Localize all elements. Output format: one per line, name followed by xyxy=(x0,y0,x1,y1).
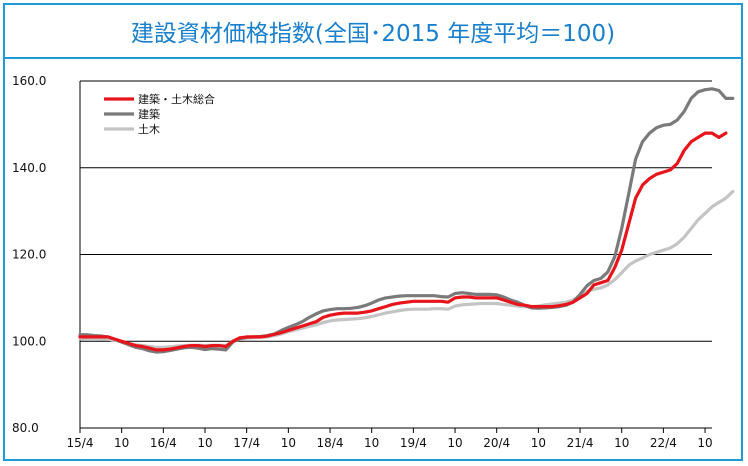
series-lines xyxy=(78,87,735,354)
x-tick-label: 17/4 xyxy=(233,436,260,450)
legend-label: 建築・土木総合 xyxy=(138,92,215,106)
x-tick-label: 15/4 xyxy=(67,436,94,450)
x-tick-label: 10 xyxy=(114,436,129,450)
title-bar: 建設資材価格指数(全国･2015 年度平均＝100) xyxy=(5,5,741,59)
x-tick-label: 21/4 xyxy=(567,436,594,450)
x-tick-label: 16/4 xyxy=(150,436,177,450)
x-tick-label: 19/4 xyxy=(400,436,427,450)
x-tick-label: 18/4 xyxy=(317,436,344,450)
series-line-2 xyxy=(78,190,735,349)
grid-lines xyxy=(79,80,712,429)
y-tick-label: 80.0 xyxy=(12,421,39,435)
chart-title: 建設資材価格指数(全国･2015 年度平均＝100) xyxy=(130,21,616,47)
x-tick-label: 20/4 xyxy=(483,436,510,450)
x-tick-label: 22/4 xyxy=(650,436,677,450)
x-tick-label: 10 xyxy=(447,436,462,450)
x-tick-label: 10 xyxy=(697,436,712,450)
y-axis-ticks: 80.0 100.0 120.0 140.0 160.0 xyxy=(12,74,46,435)
x-tick-label: 10 xyxy=(614,436,629,450)
y-tick-label: 120.0 xyxy=(12,248,46,262)
x-tick-label: 10 xyxy=(364,436,379,450)
legend-label: 建築 xyxy=(138,107,160,121)
y-tick-label: 100.0 xyxy=(12,334,46,348)
x-tick-label: 10 xyxy=(281,436,296,450)
x-axis-ticks: 15/4 10 16/4 10 17/4 10 18/4 10 19/4 10 20/4 10 21/4… xyxy=(67,428,713,450)
y-tick-label: 140.0 xyxy=(12,161,46,175)
x-tick-label: 10 xyxy=(197,436,212,450)
y-tick-label: 160.0 xyxy=(12,74,46,88)
x-tick-label: 10 xyxy=(531,436,546,450)
series-line-0 xyxy=(78,131,728,352)
legend-label: 土木 xyxy=(138,123,160,136)
